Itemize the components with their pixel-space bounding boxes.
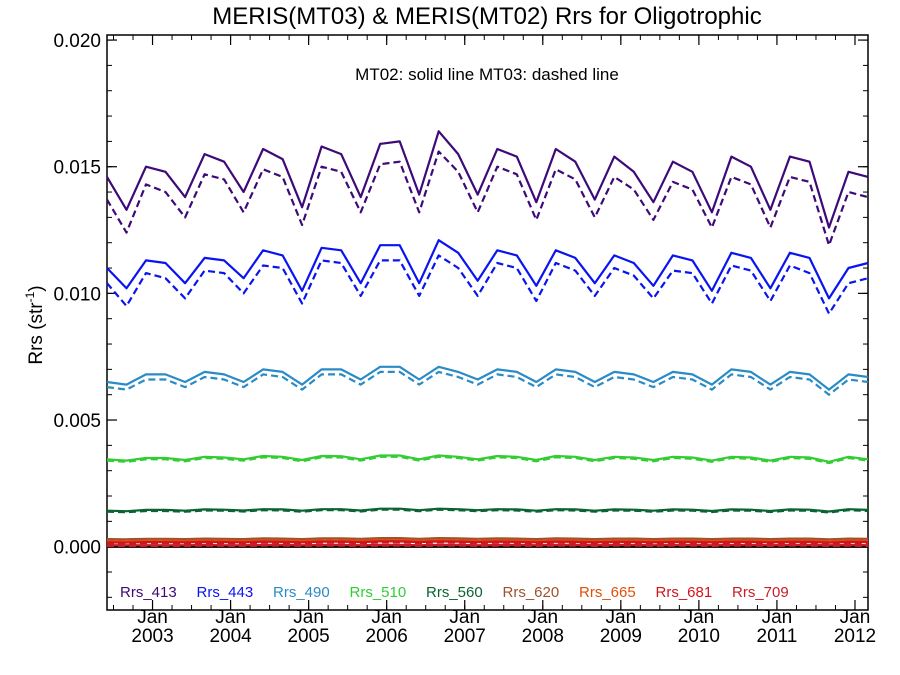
series-rrs-413-mt03-line bbox=[106, 150, 869, 247]
y-tick-label-2: 0.010 bbox=[53, 284, 101, 305]
x-tick-month-7: Jan bbox=[684, 607, 715, 628]
y-axis-label-suffix: ) bbox=[26, 285, 47, 291]
x-tick-month-1: Jan bbox=[215, 607, 246, 628]
plot-area: 0.0000.0050.0100.0150.020Jan2003Jan2004J… bbox=[53, 31, 876, 647]
series-rrs-443-mt03-line bbox=[106, 254, 869, 315]
x-tick-month-5: Jan bbox=[527, 607, 558, 628]
x-tick-month-2: Jan bbox=[293, 607, 324, 628]
legend-entry-rrs-490: Rrs_490 bbox=[273, 584, 330, 601]
legend-entry-rrs-709: Rrs_709 bbox=[732, 584, 789, 601]
x-tick-year-7: 2010 bbox=[678, 626, 720, 647]
x-tick-month-9: Jan bbox=[840, 607, 871, 628]
chart-title: MERIS(MT03) & MERIS(MT02) Rrs for Oligot… bbox=[212, 3, 761, 30]
x-tick-year-2: 2005 bbox=[287, 626, 329, 647]
y-axis-label-superscript: -1 bbox=[23, 291, 37, 302]
legend-entry-rrs-443: Rrs_443 bbox=[197, 584, 254, 601]
line-style-annotation: MT02: solid line MT03: dashed line bbox=[355, 65, 619, 84]
y-axis-label-main: Rrs (str bbox=[26, 302, 47, 365]
x-tick-year-4: 2007 bbox=[444, 626, 486, 647]
y-tick-label-0: 0.000 bbox=[53, 538, 101, 559]
y-tick-label-3: 0.015 bbox=[53, 158, 101, 179]
x-tick-year-6: 2009 bbox=[600, 626, 642, 647]
x-tick-month-6: Jan bbox=[606, 607, 637, 628]
x-tick-month-3: Jan bbox=[371, 607, 402, 628]
x-tick-year-1: 2004 bbox=[209, 626, 252, 647]
y-tick-label-4: 0.020 bbox=[53, 31, 101, 52]
legend-entry-rrs-620: Rrs_620 bbox=[503, 584, 560, 601]
x-tick-year-0: 2003 bbox=[131, 626, 173, 647]
x-tick-month-8: Jan bbox=[762, 607, 793, 628]
legend-entry-rrs-681: Rrs_681 bbox=[656, 584, 713, 601]
y-axis-label: Rrs (str-1) bbox=[23, 285, 47, 364]
legend-entry-rrs-665: Rrs_665 bbox=[579, 584, 636, 601]
x-tick-year-9: 2012 bbox=[834, 626, 876, 647]
series-rrs-510-mt03-line bbox=[106, 455, 869, 465]
plot-frame bbox=[106, 34, 869, 611]
x-tick-year-5: 2008 bbox=[522, 626, 564, 647]
legend-entry-rrs-510: Rrs_510 bbox=[350, 584, 407, 601]
x-tick-year-3: 2006 bbox=[366, 626, 408, 647]
series-rrs-490-mt03-line bbox=[106, 370, 869, 396]
series-rrs-413-mt02-line bbox=[106, 130, 869, 229]
y-tick-label-1: 0.005 bbox=[53, 411, 101, 432]
series-rrs-681-mt03-line bbox=[106, 541, 869, 545]
series-rrs-490-mt02-line bbox=[106, 365, 869, 391]
legend-entry-rrs-560: Rrs_560 bbox=[426, 584, 483, 601]
series-rrs-560-mt03-line bbox=[106, 508, 869, 514]
x-tick-year-8: 2011 bbox=[757, 626, 798, 647]
legend-entry-rrs-413: Rrs_413 bbox=[120, 584, 177, 601]
series-rrs-443-mt02-line bbox=[106, 239, 869, 300]
x-tick-month-4: Jan bbox=[449, 607, 480, 628]
x-tick-month-0: Jan bbox=[137, 607, 168, 628]
series-rrs-510-mt02-line bbox=[106, 454, 869, 463]
